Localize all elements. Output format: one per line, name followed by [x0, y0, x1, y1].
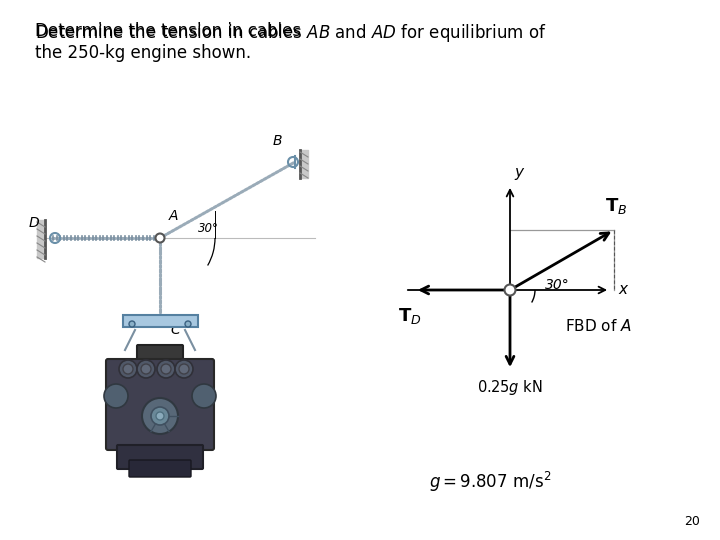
Circle shape	[179, 364, 189, 374]
FancyBboxPatch shape	[129, 460, 191, 477]
Text: 30°: 30°	[198, 221, 219, 234]
Circle shape	[192, 384, 216, 408]
Circle shape	[104, 384, 128, 408]
Circle shape	[156, 412, 164, 420]
Text: the 250-kg engine shown.: the 250-kg engine shown.	[35, 44, 251, 62]
FancyBboxPatch shape	[123, 315, 198, 327]
Circle shape	[175, 360, 193, 378]
Text: 20: 20	[684, 515, 700, 528]
Text: FBD of $A$: FBD of $A$	[565, 318, 631, 334]
FancyBboxPatch shape	[137, 345, 183, 365]
Text: Determine the tension in cables $\mathit{AB}$ and $\mathit{AD}$ for equilibrium : Determine the tension in cables $\mathit…	[35, 22, 546, 44]
Text: 30°: 30°	[545, 278, 570, 292]
Text: y: y	[514, 165, 523, 180]
Text: $B$: $B$	[271, 134, 282, 148]
Text: $A$: $A$	[168, 209, 179, 223]
Circle shape	[141, 364, 151, 374]
Text: x: x	[618, 282, 627, 298]
Circle shape	[129, 321, 135, 327]
Circle shape	[161, 364, 171, 374]
FancyBboxPatch shape	[106, 359, 214, 450]
Text: $\mathbf{T}_D$: $\mathbf{T}_D$	[398, 306, 422, 326]
Circle shape	[185, 321, 191, 327]
Circle shape	[157, 360, 175, 378]
Circle shape	[137, 360, 155, 378]
Circle shape	[142, 398, 178, 434]
Text: $\mathbf{T}_B$: $\mathbf{T}_B$	[605, 196, 627, 216]
Circle shape	[505, 285, 516, 295]
Circle shape	[123, 364, 133, 374]
Text: Determine the tension in cables: Determine the tension in cables	[35, 22, 307, 40]
Text: $g = 9.807\ \mathrm{m/s}^2$: $g = 9.807\ \mathrm{m/s}^2$	[429, 470, 552, 494]
Text: $0.25g$ kN: $0.25g$ kN	[477, 378, 543, 397]
Circle shape	[156, 233, 164, 242]
FancyBboxPatch shape	[117, 445, 203, 469]
Text: $C$: $C$	[170, 323, 181, 337]
Circle shape	[119, 360, 137, 378]
Circle shape	[151, 407, 169, 425]
Text: $D$: $D$	[28, 216, 40, 230]
